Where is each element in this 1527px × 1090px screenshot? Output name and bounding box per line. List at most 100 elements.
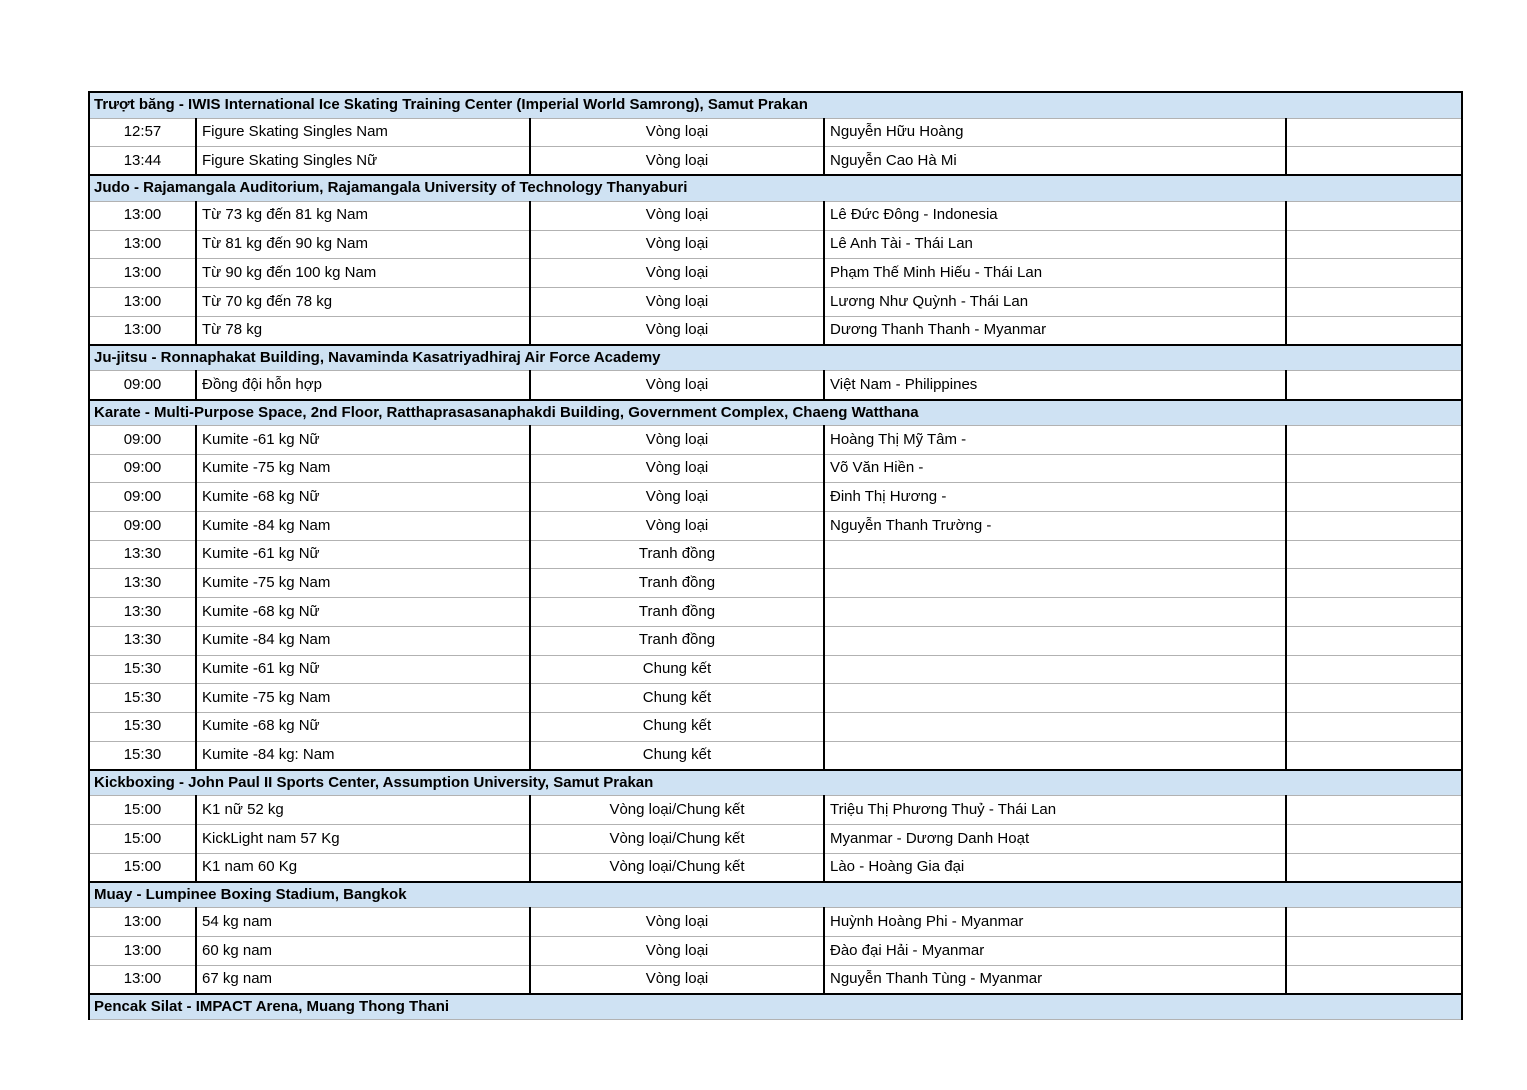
cell-round: Tranh đồng [530, 597, 825, 627]
cell-time: 15:30 [89, 683, 197, 713]
cell-event: Kumite -61 kg Nữ [196, 654, 531, 684]
section-title: Pencak Silat - IMPACT Arena, Muang Thong… [89, 992, 1463, 1021]
cell-notes [1286, 117, 1463, 147]
cell-event: Đồng đội hỗn hợp [196, 370, 531, 400]
cell-time: 13:00 [89, 936, 197, 966]
cell-time: 13:30 [89, 568, 197, 598]
cell-round: Vòng loại [530, 907, 825, 937]
cell-time: 12:57 [89, 117, 197, 147]
cell-athletes [824, 539, 1287, 569]
cell-notes [1286, 315, 1463, 345]
cell-time: 15:00 [89, 795, 197, 825]
cell-notes [1286, 568, 1463, 598]
cell-event: Kumite -68 kg Nữ [196, 597, 531, 627]
cell-round: Vòng loại/Chung kết [530, 852, 825, 882]
cell-athletes: Lê Anh Tài - Thái Lan [824, 229, 1287, 259]
cell-athletes [824, 625, 1287, 655]
section-title: Kickboxing - John Paul II Sports Center,… [89, 768, 1463, 797]
section-title: Karate - Multi-Purpose Space, 2nd Floor,… [89, 398, 1463, 426]
cell-athletes [824, 711, 1287, 742]
cell-round: Vòng loại [530, 370, 825, 400]
cell-notes [1286, 907, 1463, 937]
cell-notes [1286, 740, 1463, 770]
table-row: 13:00 Từ 73 kg đến 81 kg Nam Vòng loại Lê Đ… [89, 200, 1463, 231]
cell-notes [1286, 852, 1463, 882]
cell-notes [1286, 286, 1463, 317]
cell-athletes: Lương Như Quỳnh - Thái Lan [824, 286, 1287, 317]
cell-time: 15:30 [89, 740, 197, 770]
cell-notes [1286, 936, 1463, 966]
table-row: 09:00 Đồng đội hỗn hợp Vòng loại Việt Nam -… [89, 370, 1463, 400]
cell-event: KickLight nam 57 Kg [196, 823, 531, 854]
cell-notes [1286, 425, 1463, 455]
cell-athletes [824, 740, 1287, 770]
cell-time: 13:00 [89, 964, 197, 994]
cell-athletes: Đinh Thị Hương - [824, 482, 1287, 512]
table-row: 15:00 K1 nữ 52 kg Vòng loại/Chung kết Triệu… [89, 795, 1463, 825]
section-header-row: Trượt băng - IWIS International Ice Skat… [89, 91, 1463, 119]
cell-round: Vòng loại/Chung kết [530, 823, 825, 854]
cell-time: 09:00 [89, 511, 197, 541]
table-row: 13:00 54 kg nam Vòng loại Huỳnh Hoàng Phi -… [89, 907, 1463, 937]
cell-event: Từ 90 kg đến 100 kg Nam [196, 258, 531, 288]
table-row: 09:00 Kumite -75 kg Nam Vòng loại Võ Văn Hi… [89, 453, 1463, 483]
cell-notes [1286, 258, 1463, 288]
section-title: Judo - Rajamangala Auditorium, Rajamanga… [89, 174, 1463, 202]
cell-event: Kumite -68 kg Nữ [196, 482, 531, 512]
cell-round: Vòng loại [530, 964, 825, 994]
cell-round: Vòng loại [530, 229, 825, 259]
table-row: 13:00 60 kg nam Vòng loại Đào đại Hải - Mya… [89, 936, 1463, 966]
cell-time: 15:30 [89, 711, 197, 742]
cell-athletes: Nguyễn Thanh Trường - [824, 511, 1287, 541]
cell-notes [1286, 200, 1463, 231]
cell-round: Vòng loại [530, 146, 825, 176]
table-row: 09:00 Kumite -84 kg Nam Vòng loại Nguyễn Th… [89, 511, 1463, 541]
table-row: 13:00 Từ 90 kg đến 100 kg Nam Vòng loại Phạ… [89, 258, 1463, 288]
cell-time: 13:00 [89, 315, 197, 345]
cell-time: 13:00 [89, 286, 197, 317]
cell-round: Tranh đồng [530, 625, 825, 655]
cell-notes [1286, 597, 1463, 627]
cell-round: Vòng loại [530, 117, 825, 147]
cell-round: Chung kết [530, 683, 825, 713]
cell-athletes: Lê Đức Đông - Indonesia [824, 200, 1287, 231]
cell-time: 15:00 [89, 852, 197, 882]
cell-event: Kumite -84 kg: Nam [196, 740, 531, 770]
cell-time: 09:00 [89, 453, 197, 483]
cell-time: 13:00 [89, 258, 197, 288]
table-row: 13:00 67 kg nam Vòng loại Nguyễn Thanh Tùng… [89, 964, 1463, 994]
cell-round: Vòng loại [530, 425, 825, 455]
cell-event: Kumite -75 kg Nam [196, 683, 531, 713]
cell-event: Kumite -84 kg Nam [196, 625, 531, 655]
table-row: 13:00 Từ 81 kg đến 90 kg Nam Vòng loại Lê A… [89, 229, 1463, 259]
cell-event: Figure Skating Singles Nam [196, 117, 531, 147]
cell-athletes: Phạm Thế Minh Hiếu - Thái Lan [824, 258, 1287, 288]
cell-time: 09:00 [89, 370, 197, 400]
cell-notes [1286, 511, 1463, 541]
cell-athletes: Hoàng Thị Mỹ Tâm - [824, 425, 1287, 455]
table-row: 13:00 Từ 78 kg Vòng loại Dương Thanh Thanh … [89, 315, 1463, 345]
cell-event: K1 nam 60 Kg [196, 852, 531, 882]
cell-time: 13:30 [89, 625, 197, 655]
cell-athletes: Myanmar - Dương Danh Hoạt [824, 823, 1287, 854]
section-title: Ju-jitsu - Ronnaphakat Building, Navamin… [89, 343, 1463, 372]
section-title: Muay - Lumpinee Boxing Stadium, Bangkok [89, 880, 1463, 909]
schedule-table: Trượt băng - IWIS International Ice Skat… [88, 91, 1464, 1021]
table-row: 13:30 Kumite -75 kg Nam Tranh đồng [89, 568, 1463, 598]
cell-event: Từ 81 kg đến 90 kg Nam [196, 229, 531, 259]
cell-athletes [824, 683, 1287, 713]
cell-time: 13:30 [89, 539, 197, 569]
cell-notes [1286, 539, 1463, 569]
cell-athletes: Lào - Hoàng Gia đại [824, 852, 1287, 882]
cell-athletes: Nguyễn Hữu Hoàng [824, 117, 1287, 147]
cell-time: 09:00 [89, 482, 197, 512]
cell-event: 54 kg nam [196, 907, 531, 937]
cell-notes [1286, 964, 1463, 994]
section-header-row: Muay - Lumpinee Boxing Stadium, Bangkok [89, 880, 1463, 909]
schedule-table-body: Trượt băng - IWIS International Ice Skat… [89, 91, 1463, 1021]
table-row: 13:44 Figure Skating Singles Nữ Vòng loại N… [89, 146, 1463, 176]
cell-event: Từ 73 kg đến 81 kg Nam [196, 200, 531, 231]
cell-athletes [824, 568, 1287, 598]
table-row: 15:30 Kumite -61 kg Nữ Chung kết [89, 654, 1463, 684]
table-row: 15:30 Kumite -75 kg Nam Chung kết [89, 683, 1463, 713]
